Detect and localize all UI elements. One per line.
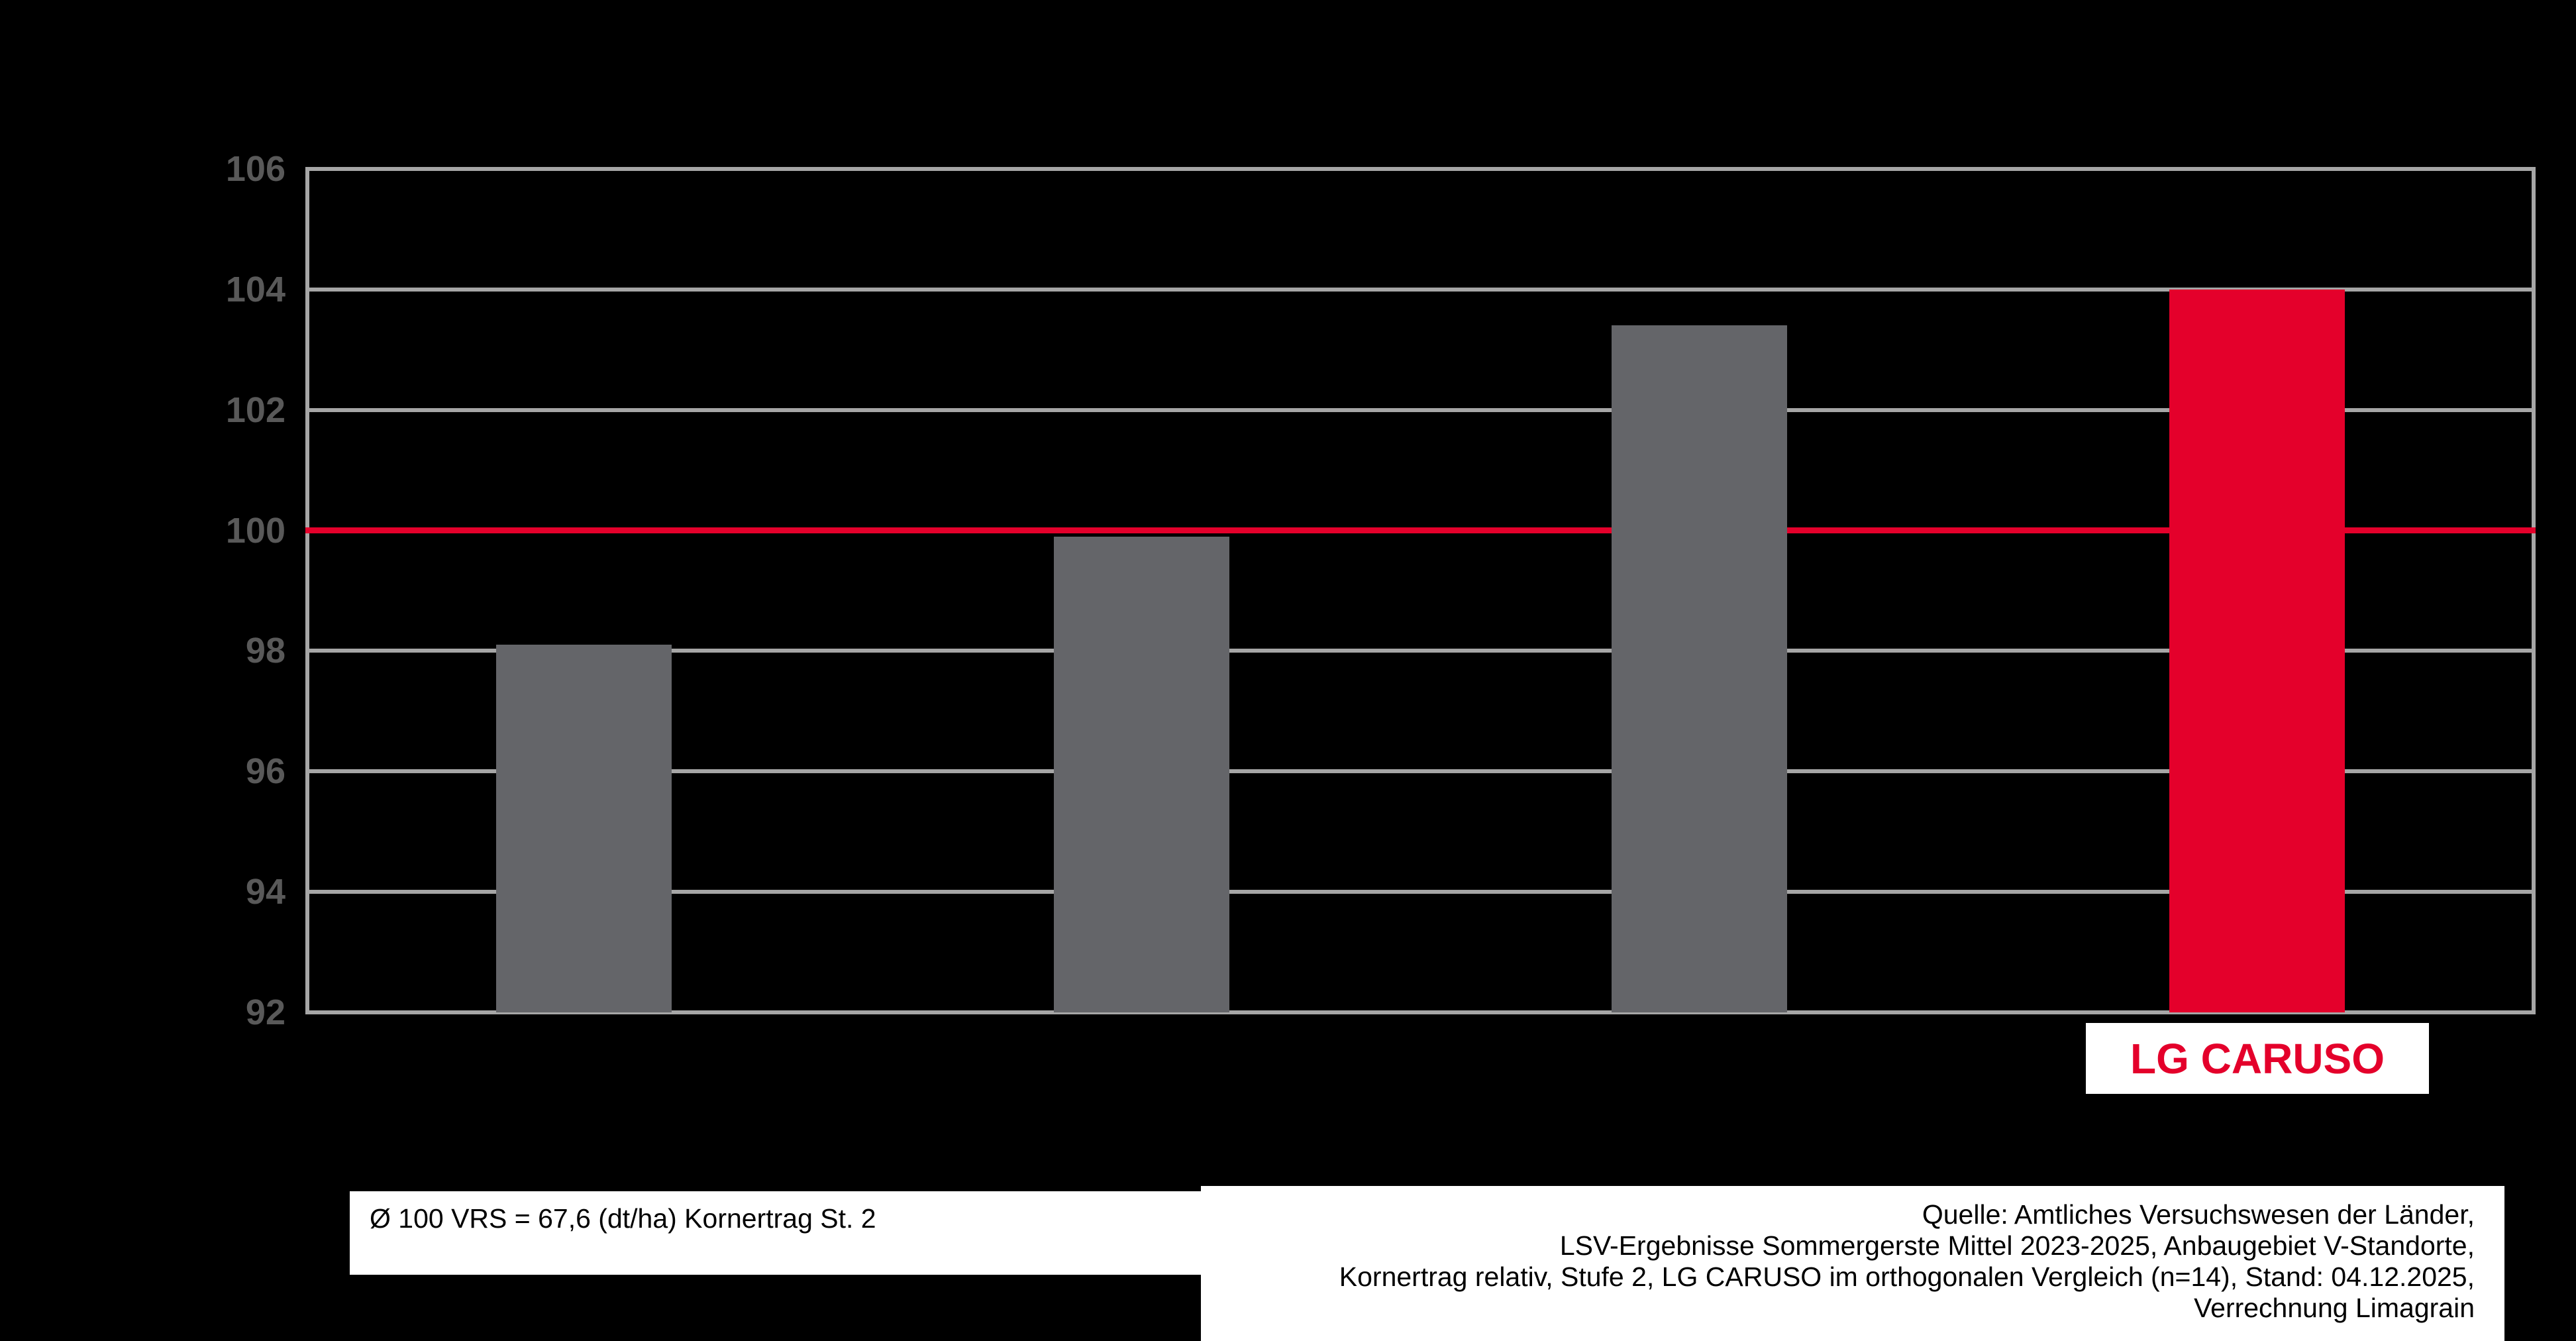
baseline-note: Ø 100 VRS = 67,6 (dt/ha) Kornertrag St. … [370, 1203, 876, 1234]
y-tick-label: 96 [245, 751, 285, 792]
plot-area [305, 167, 2536, 1014]
gridline [305, 649, 2536, 653]
plot-border-left [305, 169, 309, 1012]
highlight-label-box: LG CARUSO [2086, 1023, 2429, 1094]
y-tick-label: 104 [225, 269, 285, 309]
y-tick-label: 100 [225, 510, 285, 551]
bar-variety-1 [496, 645, 672, 1012]
gridline [305, 167, 2536, 171]
source-line-2: LSV-Ergebnisse Sommergerste Mittel 2023-… [1559, 1230, 2475, 1261]
source-line-4: Verrechnung Limagrain [2194, 1293, 2475, 1323]
gridline [305, 407, 2536, 412]
y-axis-labels: 92 94 96 98 100 102 104 106 [0, 0, 285, 1341]
y-tick-label: 106 [225, 149, 285, 189]
y-tick-label: 94 [245, 872, 285, 912]
plot-border-right [2532, 169, 2536, 1012]
source-line-1: Quelle: Amtliches Versuchswesen der Länd… [1922, 1199, 2475, 1230]
x-axis-line [305, 1010, 2536, 1014]
bar-lg-caruso [2169, 289, 2345, 1012]
y-tick-label: 98 [245, 631, 285, 671]
y-tick-label: 102 [225, 390, 285, 430]
highlight-label: LG CARUSO [2130, 1034, 2385, 1083]
reference-line-100 [305, 527, 2536, 534]
source-box: Quelle: Amtliches Versuchswesen der Länd… [1201, 1186, 2504, 1341]
source-line-3: Kornertrag relativ, Stufe 2, LG CARUSO i… [1339, 1261, 2475, 1292]
bar-variety-2 [1054, 536, 1230, 1012]
gridline [305, 769, 2536, 774]
y-tick-label: 92 [245, 992, 285, 1032]
gridline [305, 890, 2536, 894]
bar-variety-3 [1611, 325, 1787, 1012]
gridline [305, 287, 2536, 292]
baseline-note-box: Ø 100 VRS = 67,6 (dt/ha) Kornertrag St. … [350, 1191, 1201, 1275]
